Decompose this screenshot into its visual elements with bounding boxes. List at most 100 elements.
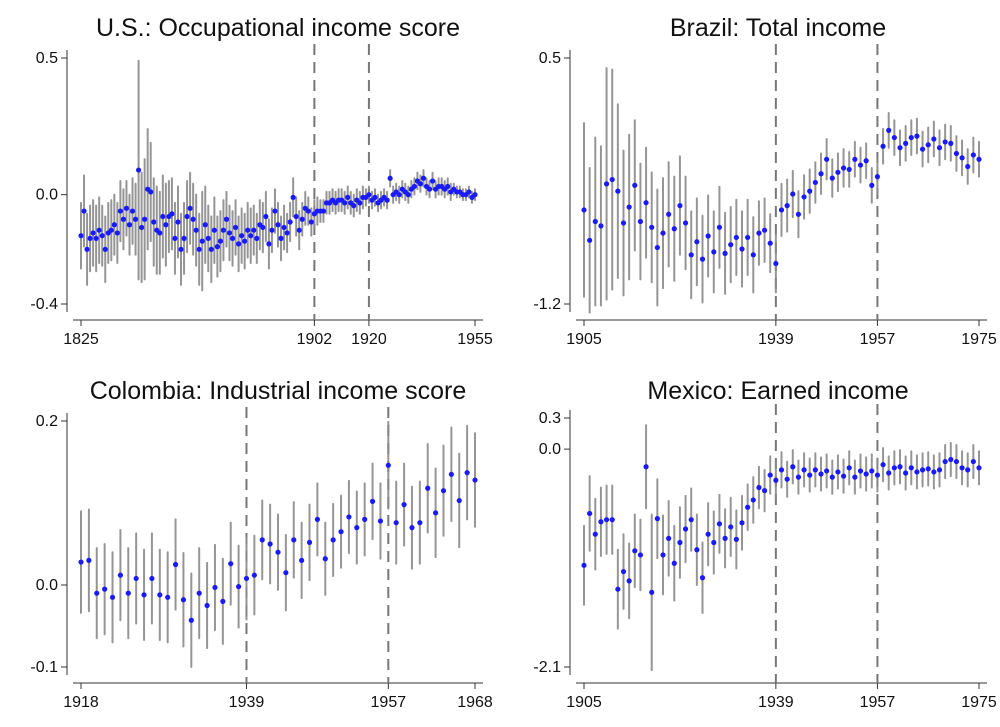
data-point: [243, 575, 250, 582]
data-point: [111, 222, 117, 228]
data-point: [196, 246, 202, 252]
data-point: [109, 594, 116, 600]
panel-mexico: Mexico: Earned income 0.3 0.0 -2.1 1905 1939 1…: [533, 377, 996, 711]
data-point: [818, 171, 824, 177]
data-point: [936, 145, 943, 151]
data-point: [745, 234, 751, 241]
data-point: [330, 537, 336, 543]
data-point: [248, 233, 254, 239]
data-point: [165, 594, 171, 600]
data-point: [208, 246, 214, 252]
data-point: [807, 188, 813, 194]
data-point: [187, 205, 193, 211]
data-point: [464, 470, 470, 476]
data-point: [891, 134, 897, 141]
x-tick-label: 1920: [351, 331, 387, 348]
data-point: [226, 230, 233, 236]
data-point: [654, 516, 660, 522]
data-point: [598, 223, 604, 229]
y-tick-label: -2.1: [533, 659, 561, 676]
panel-title: U.S.: Occupational income score: [96, 14, 460, 42]
data-point: [880, 462, 886, 468]
data-point: [880, 143, 886, 149]
data-point: [919, 467, 926, 473]
data-point: [761, 227, 768, 233]
y-tick-label: 0.2: [36, 413, 58, 430]
data-point: [405, 192, 411, 198]
data-point: [643, 200, 649, 206]
data-point: [387, 175, 393, 181]
data-point: [965, 467, 971, 473]
data-point: [750, 252, 756, 258]
data-point: [869, 182, 875, 188]
data-point: [220, 227, 227, 233]
data-point: [959, 155, 965, 161]
data-point: [409, 525, 415, 531]
data-point: [232, 224, 239, 231]
data-point: [188, 617, 194, 623]
data-point: [283, 570, 289, 576]
data-point: [114, 230, 120, 236]
data-point: [135, 167, 142, 173]
data-point: [581, 207, 587, 213]
data-point: [846, 465, 852, 471]
data-point: [587, 510, 593, 517]
data-point: [196, 590, 202, 596]
data-point: [824, 156, 830, 162]
data-point: [705, 531, 711, 537]
data-point: [433, 510, 439, 516]
data-point: [212, 584, 218, 591]
data-point: [874, 174, 881, 180]
data-point: [790, 191, 796, 197]
y-tick-label: -1.2: [533, 296, 561, 313]
data-point: [728, 524, 734, 530]
data-point: [829, 175, 835, 181]
data-point: [722, 535, 728, 541]
data-point: [620, 568, 627, 575]
data-point: [818, 471, 824, 477]
data-point: [117, 572, 123, 578]
data-point: [587, 237, 593, 243]
data-point: [953, 150, 960, 157]
data-point: [351, 203, 357, 209]
data-point: [322, 556, 328, 562]
data-point: [857, 162, 864, 168]
data-point: [857, 468, 864, 474]
data-point: [401, 502, 407, 508]
data-point: [290, 194, 296, 200]
data-point: [272, 208, 278, 214]
data-point: [377, 518, 384, 524]
data-point: [160, 213, 166, 220]
data-point: [812, 179, 818, 186]
data-point: [369, 498, 376, 504]
data-point: [705, 233, 711, 239]
data-point: [773, 477, 779, 483]
data-point: [801, 467, 807, 473]
data-point: [660, 230, 666, 236]
data-point: [254, 235, 260, 241]
data-point: [362, 516, 368, 523]
data-point: [728, 242, 734, 248]
data-point: [626, 578, 632, 584]
data-point: [211, 227, 217, 233]
data-point: [342, 200, 348, 206]
data-point: [151, 219, 157, 225]
data-point: [694, 239, 700, 245]
data-point: [581, 562, 587, 568]
data-point: [108, 227, 114, 233]
data-point: [169, 211, 175, 217]
data-point: [157, 592, 163, 598]
data-point: [970, 458, 976, 465]
y-tick-label: 0.0: [36, 577, 58, 594]
data-point: [812, 467, 818, 473]
data-point: [897, 464, 903, 470]
data-point: [148, 189, 154, 195]
data-point: [671, 560, 677, 566]
data-point: [716, 224, 723, 230]
data-point: [598, 519, 604, 525]
data-point: [205, 235, 211, 241]
y-tick-label: 0.3: [539, 410, 561, 427]
y-tick-label: -0.4: [30, 296, 58, 313]
data-point: [767, 240, 773, 246]
